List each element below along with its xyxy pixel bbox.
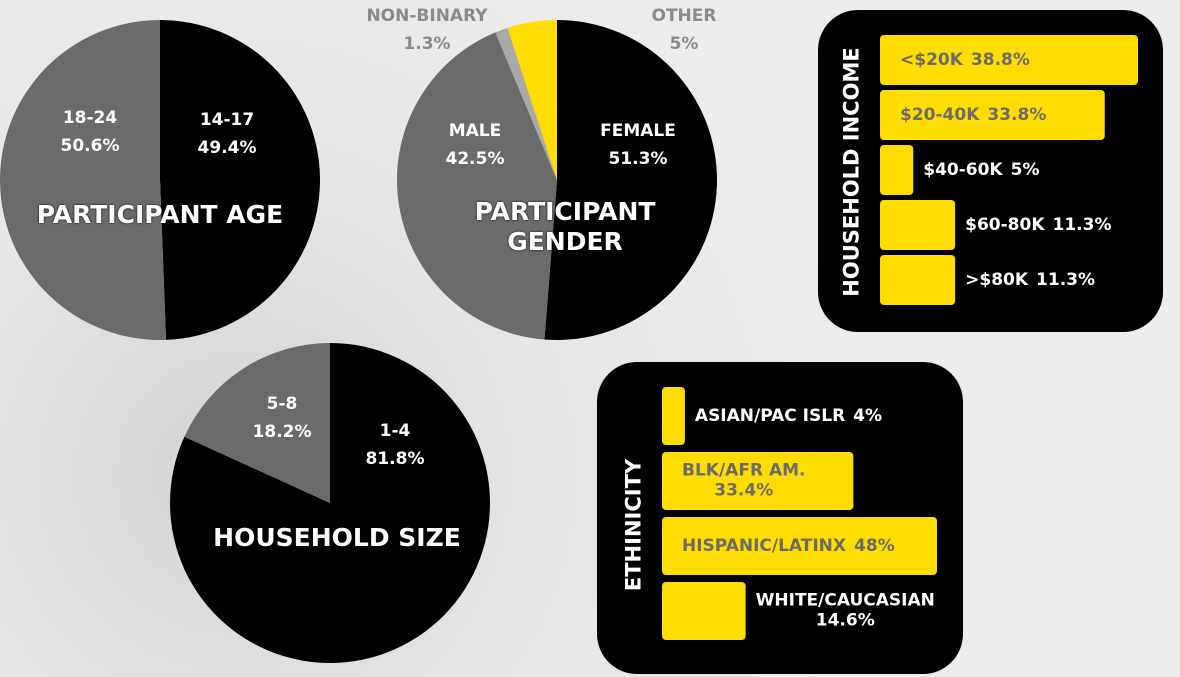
bar <box>880 255 955 305</box>
bar-category: $40-60K <box>923 160 1002 180</box>
pie-slice <box>160 20 320 340</box>
slice-label: FEMALE <box>600 121 676 141</box>
bar-value: 11.3% <box>1053 215 1112 235</box>
slice-value: 49.4% <box>198 138 257 158</box>
slice-value: 18.2% <box>253 422 312 442</box>
bar-value: 33.8% <box>987 105 1046 125</box>
bar-value: 5% <box>1011 160 1040 180</box>
bar-value: 11.3% <box>1036 270 1095 290</box>
slice-label: 14-17 <box>200 110 254 130</box>
bar-category: WHITE/CAUCASIAN <box>756 591 935 611</box>
bar-value: 38.8% <box>971 50 1030 70</box>
bar-label: $20-40K 33.8% <box>900 105 1046 125</box>
bar-category: <$20K <box>900 50 963 70</box>
bar-label: BLK/AFR AM.33.4% <box>682 461 805 502</box>
bar-value: 14.6% <box>756 611 935 631</box>
pie-slice <box>544 20 717 340</box>
bar <box>880 200 955 250</box>
chart-canvas <box>0 0 1180 677</box>
bar-label: >$80K 11.3% <box>965 270 1095 290</box>
pie-slice <box>0 20 166 340</box>
bar-label: $40-60K 5% <box>923 160 1039 180</box>
bar-label: HISPANIC/LATINX 48% <box>682 536 895 556</box>
bar-label: ASIAN/PAC ISLR 4% <box>695 406 882 426</box>
chart-title: HOUSEHOLD INCOME <box>839 47 864 296</box>
slice-value: 81.8% <box>366 449 425 469</box>
bar-value: 33.4% <box>682 481 805 501</box>
page: (() => { const data = JSON.parse(documen… <box>0 0 1180 677</box>
slice-label: NON-BINARY <box>366 6 487 26</box>
slice-value: 5% <box>670 34 699 54</box>
bar-category: >$80K <box>965 270 1028 290</box>
slice-value: 51.3% <box>609 149 668 169</box>
slice-value: 42.5% <box>446 149 505 169</box>
bar-category: $60-80K <box>965 215 1044 235</box>
bar <box>662 582 746 640</box>
bar-label: <$20K 38.8% <box>900 50 1030 70</box>
bar <box>662 387 685 445</box>
slice-label: OTHER <box>652 6 717 26</box>
chart-title: ETHINICITY <box>621 459 646 591</box>
chart-title: PARTICIPANT AGE <box>37 200 284 230</box>
slice-label: 5-8 <box>267 394 298 414</box>
bar-category: HISPANIC/LATINX <box>682 536 846 556</box>
bar <box>880 145 913 195</box>
bar-value: 48% <box>854 536 895 556</box>
bar-label: $60-80K 11.3% <box>965 215 1111 235</box>
slice-value: 50.6% <box>61 136 120 156</box>
bar-category: $20-40K <box>900 105 979 125</box>
chart-title: PARTICIPANT GENDER <box>455 197 675 257</box>
bar-category: ASIAN/PAC ISLR <box>695 406 845 426</box>
bar-category: BLK/AFR AM. <box>682 461 805 481</box>
slice-label: 1-4 <box>380 421 411 441</box>
slice-value: 1.3% <box>403 34 450 54</box>
slice-label: 18-24 <box>63 108 117 128</box>
chart-title: HOUSEHOLD SIZE <box>213 523 461 553</box>
bar-value: 4% <box>853 406 882 426</box>
slice-label: MALE <box>449 121 502 141</box>
